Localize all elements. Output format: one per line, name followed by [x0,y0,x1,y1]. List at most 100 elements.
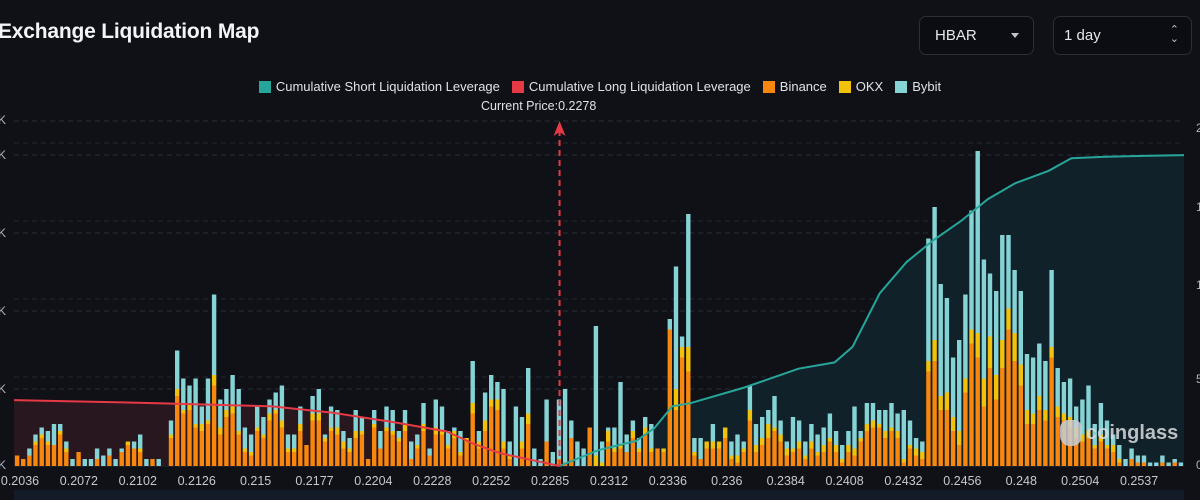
bar-binance [64,452,69,466]
bar-bybit [427,448,432,456]
bar-binance [218,434,223,466]
bar-okx [833,445,839,452]
cumulative-lines [13,154,1185,467]
bar-okx [1037,396,1042,410]
bar-binance [624,452,629,466]
bar-binance [716,448,722,466]
x-tick-label: 0.2126 [177,474,216,488]
bar-okx [248,452,254,456]
bars [14,151,1184,466]
x-tick-label: 0.2228 [413,474,452,488]
legend-label: OKX [855,79,884,94]
bar-binance [1067,427,1073,466]
bar-okx [870,420,876,428]
bar-binance [175,396,180,466]
bar-binance [131,448,137,466]
bar-binance [181,413,186,466]
bar-bybit [452,427,457,431]
bar-okx [803,455,808,459]
bar-binance [833,452,839,466]
bar-okx [661,448,666,452]
bar-okx [950,417,956,431]
bar-bybit [138,434,143,449]
bar-okx [599,462,605,466]
bar-bybit [322,434,328,438]
coin-select[interactable]: HBAR [919,16,1034,55]
bar-bybit [630,420,636,431]
page-title: Exchange Liquidation Map [0,20,260,43]
x-tick-label: 0.2384 [766,474,805,488]
bar-bybit [569,420,574,438]
bar-okx [242,448,248,452]
bar-okx [926,361,931,372]
bar-bybit [1043,361,1048,410]
bar-binance [809,448,814,466]
bar-okx [39,434,44,438]
current-price-label: Current Price:0.2278 [481,99,597,113]
bar-bybit [421,403,426,424]
bar-bybit [88,459,94,466]
bar-okx [618,445,623,449]
bar-bybit [532,448,537,466]
legend-label: Binance [779,79,827,94]
bar-bybit [710,424,716,442]
legend-item-binance[interactable]: Binance [762,79,827,94]
bar-bybit [1129,448,1134,459]
bar-binance [913,455,919,466]
bar-bybit [372,410,377,424]
bar-bybit [519,417,525,442]
bar-bybit [347,438,352,449]
bar-binance [476,448,482,466]
bar-binance [501,448,506,466]
bar-bybit [224,389,229,410]
bar-okx [439,431,445,435]
bar-bybit [144,459,149,466]
bar-bybit [1104,420,1110,445]
bar-binance [433,434,438,466]
bar-okx [384,427,389,431]
legend-swatch-okx [838,80,851,93]
bar-okx [211,375,217,386]
bar-bybit [495,382,500,400]
period-select[interactable]: 1 day ⌃ ⌄ [1053,16,1192,55]
bar-okx [526,413,531,424]
current-price-arrow-icon [553,121,566,136]
bar-bybit [938,284,943,396]
bar-binance [963,392,968,466]
legend-item-bybit[interactable]: Bybit [895,79,941,94]
bar-binance [372,427,377,466]
bar-binance [618,448,623,466]
bar-binance [957,445,962,466]
bar-bybit [1086,385,1091,431]
bar-bybit [803,441,808,456]
bar-okx [858,438,863,442]
zoom-slider-track[interactable] [14,490,1184,500]
bar-okx [1098,434,1104,442]
bar-binance [901,462,906,466]
bar-okx [692,452,697,456]
bar-bybit [556,399,562,459]
bar-binance [1055,417,1060,466]
bar-binance [1092,448,1097,466]
legend-item-okx[interactable]: OKX [838,79,884,94]
bar-okx [704,441,709,449]
bar-okx [58,431,63,435]
legend-item-cum-long[interactable]: Cumulative Long Liquidation Leverage [511,79,751,94]
bar-okx [901,459,906,463]
bar-binance [889,431,894,466]
bar-binance [840,462,845,466]
bar-okx [415,445,420,449]
legend-item-cum-short[interactable]: Cumulative Short Liquidation Leverage [258,79,500,94]
bar-binance [285,452,291,466]
bar-okx [316,413,321,421]
bar-bybit [1172,459,1177,463]
bar-okx [187,403,192,410]
bar-bybit [593,326,599,456]
current-price-marker [553,121,566,466]
bar-okx [815,452,820,456]
bar-okx [224,410,229,417]
bar-bybit [920,441,925,452]
bar-binance [760,445,765,466]
bar-binance [255,431,260,466]
bar-bybit [310,396,315,414]
